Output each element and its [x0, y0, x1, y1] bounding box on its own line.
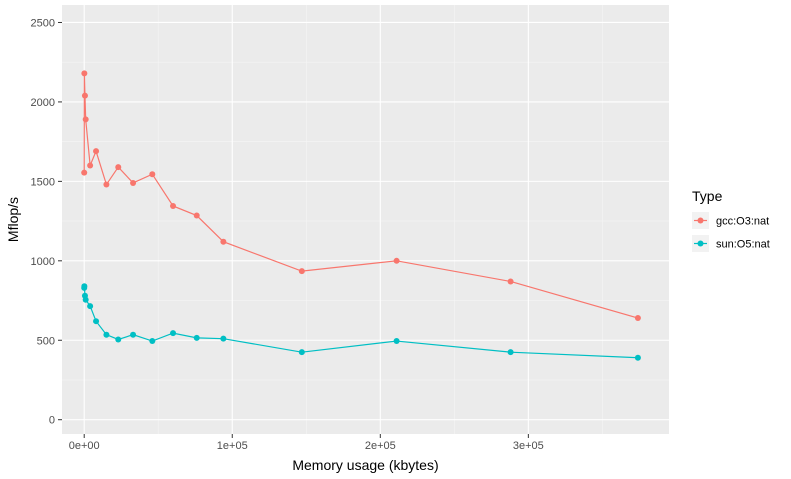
legend-label-gcc-o3-nat: gcc:O3:nat	[716, 216, 769, 228]
data-point-sun-o5-nat	[507, 349, 514, 356]
x-tick-label: 1e+05	[217, 440, 248, 452]
data-point-sun-o5-nat	[81, 283, 88, 290]
data-point-sun-o5-nat	[193, 334, 200, 341]
y-tick-label: 1500	[31, 176, 55, 188]
x-tick-label: 2e+05	[365, 440, 396, 452]
data-point-sun-o5-nat	[149, 338, 156, 345]
data-point-sun-o5-nat	[82, 296, 89, 303]
legend-key-point-gcc-o3-nat	[697, 217, 704, 224]
y-tick-label: 2500	[31, 17, 55, 29]
y-tick-label: 0	[49, 415, 55, 427]
x-tick-label: 3e+05	[513, 440, 544, 452]
data-point-gcc-o3-nat	[87, 162, 94, 169]
data-point-sun-o5-nat	[103, 331, 110, 338]
x-axis: 0e+00 1e+05 2e+05 3e+05	[69, 434, 544, 452]
data-point-gcc-o3-nat	[103, 181, 110, 188]
data-point-gcc-o3-nat	[115, 164, 122, 171]
data-point-gcc-o3-nat	[81, 169, 88, 176]
data-point-sun-o5-nat	[115, 336, 122, 343]
y-axis: 0 500 1000 1500 2000 2500	[31, 17, 62, 427]
data-point-gcc-o3-nat	[507, 278, 514, 285]
grid-minor	[62, 5, 669, 434]
legend-title: Type	[692, 188, 723, 204]
data-point-sun-o5-nat	[298, 349, 305, 356]
data-point-sun-o5-nat	[170, 330, 177, 337]
panel-background	[62, 5, 669, 434]
data-point-gcc-o3-nat	[298, 268, 305, 275]
legend-label-sun-o5-nat: sun:O5:nat	[716, 239, 770, 251]
data-point-gcc-o3-nat	[193, 212, 200, 219]
data-point-sun-o5-nat	[634, 354, 641, 361]
data-point-gcc-o3-nat	[634, 315, 641, 322]
data-point-sun-o5-nat	[130, 331, 137, 338]
data-point-gcc-o3-nat	[393, 257, 400, 264]
y-tick-label: 2000	[31, 97, 55, 109]
data-point-gcc-o3-nat	[93, 148, 100, 155]
legend-key-point-sun-o5-nat	[697, 240, 704, 247]
data-point-sun-o5-nat	[93, 318, 100, 325]
data-point-sun-o5-nat	[87, 303, 94, 310]
grid-major	[62, 5, 669, 434]
data-point-sun-o5-nat	[220, 335, 227, 342]
data-point-gcc-o3-nat	[220, 238, 227, 245]
x-axis-title: Memory usage (kbytes)	[292, 457, 438, 473]
data-point-gcc-o3-nat	[81, 92, 88, 99]
data-point-gcc-o3-nat	[170, 202, 177, 209]
y-tick-label: 500	[37, 335, 55, 347]
x-tick-label: 0e+00	[69, 440, 100, 452]
y-tick-label: 1000	[31, 256, 55, 268]
data-point-gcc-o3-nat	[130, 179, 137, 186]
data-point-gcc-o3-nat	[81, 70, 88, 77]
y-axis-title: Mflop/s	[5, 197, 21, 242]
legend: Type gcc:O3:nat sun:O5:nat	[692, 188, 770, 252]
data-point-gcc-o3-nat	[82, 116, 89, 123]
data-point-sun-o5-nat	[393, 338, 400, 345]
data-point-gcc-o3-nat	[149, 171, 156, 178]
series-layer	[81, 70, 641, 361]
